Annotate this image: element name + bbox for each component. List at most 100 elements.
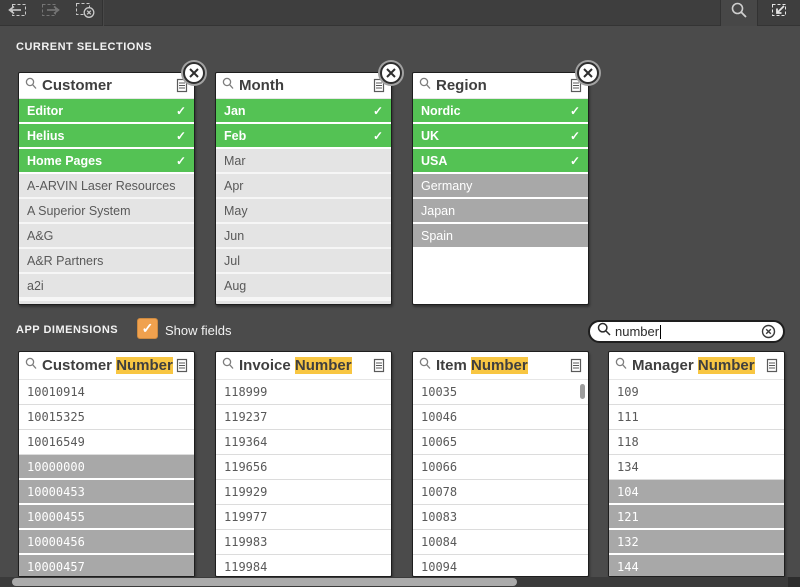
listbox-header: Invoice Number [216, 352, 391, 380]
listbox-menu-icon[interactable] [570, 78, 582, 93]
vertical-scrollbar-thumb[interactable] [580, 384, 585, 399]
check-icon: ✓ [372, 128, 383, 143]
list-item[interactable]: 10078 [413, 480, 588, 505]
horizontal-scrollbar-track[interactable] [0, 577, 800, 587]
current-selections-heading: CURRENT SELECTIONS [16, 41, 153, 53]
list-item[interactable]: A&R Partners [19, 249, 194, 274]
check-icon: ✓ [569, 128, 580, 143]
list-item[interactable]: 10094 [413, 555, 588, 576]
list-item[interactable]: 10015325 [19, 405, 194, 430]
listbox-menu-icon[interactable] [570, 358, 582, 373]
list-item-label: A Superior System [27, 203, 131, 218]
list-item[interactable]: Jun [216, 224, 391, 249]
list-item[interactable]: 121 [609, 505, 784, 530]
listbox-menu-icon[interactable] [766, 358, 778, 373]
close-region-selection-button[interactable] [577, 62, 599, 84]
step-forward-selection-button[interactable] [34, 0, 68, 26]
listbox-menu-icon[interactable] [176, 78, 188, 93]
list-item[interactable]: Spain [413, 224, 588, 249]
list-item[interactable]: 119983 [216, 530, 391, 555]
list-item[interactable]: USA ✓ [413, 149, 588, 174]
list-item[interactable]: 10000453 [19, 480, 194, 505]
list-item[interactable]: 132 [609, 530, 784, 555]
clipped-list-item [216, 299, 391, 304]
list-item[interactable]: A-ARVIN Laser Resources [19, 174, 194, 199]
list-item[interactable]: UK ✓ [413, 124, 588, 149]
smart-search-button[interactable] [720, 0, 758, 26]
list-item-label: 104 [617, 484, 639, 499]
list-item[interactable]: 10035 [413, 380, 588, 405]
title-text: Customer [42, 357, 117, 374]
list-item[interactable]: 10000000 [19, 455, 194, 480]
search-icon [222, 77, 234, 95]
list-item[interactable]: 119237 [216, 405, 391, 430]
list-item[interactable]: 118 [609, 430, 784, 455]
list-item[interactable]: Nordic ✓ [413, 99, 588, 124]
list-item[interactable]: 10010914 [19, 380, 194, 405]
show-fields-checkbox[interactable]: ✓ [137, 318, 158, 339]
clear-search-icon[interactable] [761, 324, 776, 339]
list-item[interactable]: 10000455 [19, 505, 194, 530]
list-item[interactable]: 144 [609, 555, 784, 576]
list-item[interactable]: Jan ✓ [216, 99, 391, 124]
list-item[interactable]: 10084 [413, 530, 588, 555]
listbox-menu-icon[interactable] [176, 358, 188, 373]
list-item[interactable]: Mar [216, 149, 391, 174]
list-item[interactable]: Apr [216, 174, 391, 199]
list-item[interactable]: 10016549 [19, 430, 194, 455]
check-icon: ✓ [175, 153, 186, 168]
list-item[interactable]: 10083 [413, 505, 588, 530]
step-forward-selection-icon [40, 2, 62, 24]
list-item[interactable]: Home Pages ✓ [19, 149, 194, 174]
list-item[interactable]: 10066 [413, 455, 588, 480]
list-item[interactable]: 118999 [216, 380, 391, 405]
list-item[interactable]: 10046 [413, 405, 588, 430]
listbox-menu-icon[interactable] [373, 358, 385, 373]
list-item[interactable]: 10000456 [19, 530, 194, 555]
list-item[interactable]: 119656 [216, 455, 391, 480]
list-item[interactable]: Feb ✓ [216, 124, 391, 149]
search-icon [615, 357, 627, 375]
step-back-selection-icon [6, 2, 28, 24]
list-item[interactable]: A Superior System [19, 199, 194, 224]
list-item-label: USA [421, 153, 448, 168]
list-item[interactable]: 111 [609, 405, 784, 430]
horizontal-scrollbar-thumb[interactable] [12, 578, 517, 586]
dimensions-search-input[interactable]: number [588, 320, 785, 343]
list-item-label: UK [421, 128, 440, 143]
list-item[interactable]: Japan [413, 199, 588, 224]
close-month-selection-button[interactable] [380, 62, 402, 84]
list-item[interactable]: 10000457 [19, 555, 194, 576]
list-item[interactable]: 104 [609, 480, 784, 505]
clear-all-selections-button[interactable] [68, 0, 102, 26]
list-item[interactable]: 119929 [216, 480, 391, 505]
list-item[interactable]: A&G [19, 224, 194, 249]
list-item[interactable]: Aug [216, 274, 391, 299]
search-icon [419, 357, 431, 375]
selections-tool-button[interactable] [758, 0, 800, 26]
list-item[interactable]: May [216, 199, 391, 224]
list-item[interactable]: 119984 [216, 555, 391, 576]
list-item[interactable]: 109 [609, 380, 784, 405]
list-item[interactable]: Germany [413, 174, 588, 199]
check-icon: ✓ [175, 128, 186, 143]
close-icon [386, 68, 396, 78]
list-item-label: 10066 [421, 460, 458, 474]
list-item[interactable]: 134 [609, 455, 784, 480]
list-item[interactable]: 119977 [216, 505, 391, 530]
listbox-header: Region [413, 73, 588, 99]
list-item[interactable]: 119364 [216, 430, 391, 455]
listbox-menu-icon[interactable] [373, 78, 385, 93]
list-item[interactable]: Helius ✓ [19, 124, 194, 149]
step-back-selection-button[interactable] [0, 0, 34, 26]
list-item[interactable]: a2i [19, 274, 194, 299]
list-item[interactable]: 10065 [413, 430, 588, 455]
listbox-header: Customer [19, 73, 194, 99]
list-item[interactable]: Jul [216, 249, 391, 274]
list-item-label: 10083 [421, 510, 458, 524]
list-item-label: Mar [224, 153, 246, 168]
list-item[interactable]: Editor ✓ [19, 99, 194, 124]
search-icon [25, 77, 37, 95]
close-customer-selection-button[interactable] [183, 62, 205, 84]
listbox-month: Month Jan ✓ Feb ✓ Mar Apr May Jun Jul Aug [215, 62, 402, 305]
